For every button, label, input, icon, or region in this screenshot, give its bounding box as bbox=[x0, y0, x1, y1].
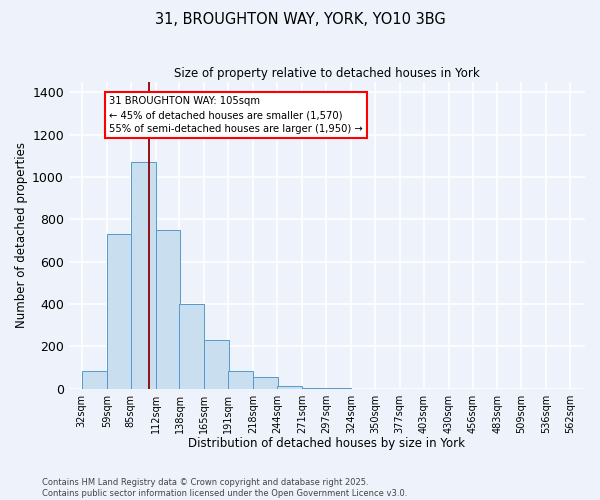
Bar bbox=[155, 230, 181, 388]
Title: Size of property relative to detached houses in York: Size of property relative to detached ho… bbox=[174, 68, 480, 80]
Bar bbox=[82, 370, 107, 388]
X-axis label: Distribution of detached houses by size in York: Distribution of detached houses by size … bbox=[188, 437, 466, 450]
Text: Contains HM Land Registry data © Crown copyright and database right 2025.
Contai: Contains HM Land Registry data © Crown c… bbox=[42, 478, 407, 498]
Text: 31, BROUGHTON WAY, YORK, YO10 3BG: 31, BROUGHTON WAY, YORK, YO10 3BG bbox=[155, 12, 445, 28]
Y-axis label: Number of detached properties: Number of detached properties bbox=[15, 142, 28, 328]
Bar bbox=[277, 386, 302, 388]
Text: 31 BROUGHTON WAY: 105sqm
← 45% of detached houses are smaller (1,570)
55% of sem: 31 BROUGHTON WAY: 105sqm ← 45% of detach… bbox=[109, 96, 363, 134]
Bar bbox=[107, 234, 131, 388]
Bar bbox=[131, 162, 155, 388]
Bar bbox=[229, 370, 253, 388]
Bar bbox=[205, 340, 229, 388]
Bar bbox=[253, 377, 278, 388]
Bar bbox=[179, 304, 205, 388]
